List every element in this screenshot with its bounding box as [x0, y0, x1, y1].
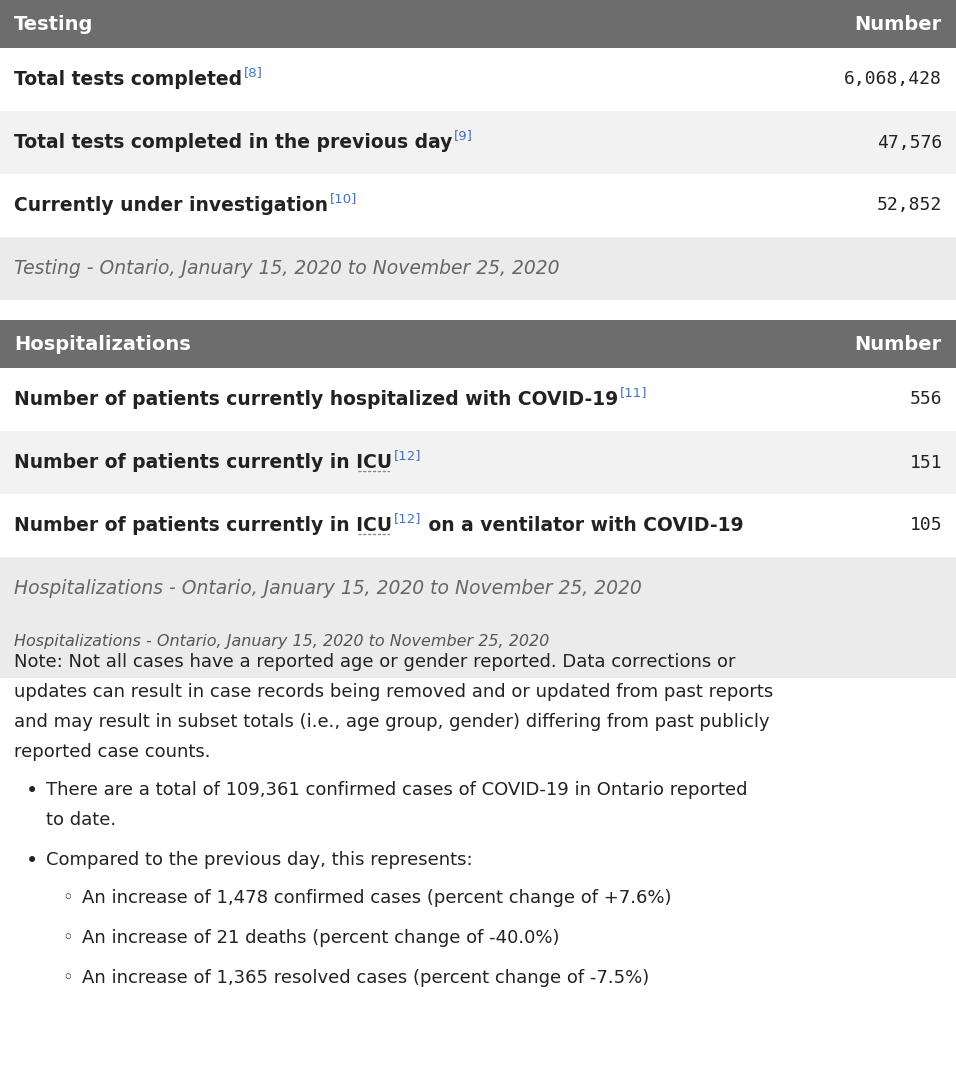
- Text: An increase of 1,478 confirmed cases (percent change of +7.6%): An increase of 1,478 confirmed cases (pe…: [82, 889, 671, 908]
- Text: Testing - Ontario, January 15, 2020 to November 25, 2020: Testing - Ontario, January 15, 2020 to N…: [14, 259, 559, 278]
- Text: Note: Not all cases have a reported age or gender reported. Data corrections or: Note: Not all cases have a reported age …: [14, 653, 735, 671]
- Bar: [0, 884, 956, 921]
- Text: [9]: [9]: [454, 129, 473, 142]
- Bar: [0, 0, 956, 48]
- Text: 47,576: 47,576: [877, 133, 942, 151]
- Text: An increase of 21 deaths (percent change of -40.0%): An increase of 21 deaths (percent change…: [82, 929, 559, 947]
- Bar: [0, 678, 956, 708]
- Bar: [0, 494, 956, 557]
- Text: An increase of 1,365 resolved cases (percent change of -7.5%): An increase of 1,365 resolved cases (per…: [82, 969, 649, 987]
- Text: Hospitalizations: Hospitalizations: [14, 334, 191, 353]
- Bar: [0, 111, 956, 174]
- Text: Total tests completed: Total tests completed: [14, 70, 242, 89]
- Bar: [0, 300, 956, 320]
- Text: Number: Number: [855, 15, 942, 33]
- Bar: [0, 924, 956, 962]
- Bar: [0, 237, 956, 300]
- Bar: [0, 174, 956, 237]
- Text: There are a total of 109,361 confirmed cases of COVID-19 in Ontario reported: There are a total of 109,361 confirmed c…: [46, 781, 748, 799]
- Bar: [0, 557, 956, 620]
- Bar: [0, 431, 956, 494]
- Bar: [0, 620, 956, 678]
- Text: [12]: [12]: [394, 449, 422, 462]
- Text: Number of patients currently in ICU: Number of patients currently in ICU: [14, 453, 392, 471]
- Text: ◦: ◦: [62, 889, 73, 908]
- Text: 6,068,428: 6,068,428: [844, 71, 942, 88]
- Text: [12]: [12]: [394, 512, 422, 525]
- Text: on a ventilator with COVID-19: on a ventilator with COVID-19: [422, 516, 743, 535]
- Bar: [0, 777, 956, 844]
- Text: updates can result in case records being removed and or updated from past report: updates can result in case records being…: [14, 683, 773, 701]
- Bar: [0, 964, 956, 1002]
- Text: Hospitalizations - Ontario, January 15, 2020 to November 25, 2020: Hospitalizations - Ontario, January 15, …: [14, 634, 550, 649]
- Text: Compared to the previous day, this represents:: Compared to the previous day, this repre…: [46, 851, 472, 869]
- Text: Total tests completed in the previous day: Total tests completed in the previous da…: [14, 133, 452, 153]
- Text: 556: 556: [909, 391, 942, 408]
- Text: ◦: ◦: [62, 929, 73, 947]
- Text: [11]: [11]: [620, 386, 648, 400]
- Text: Currently under investigation: Currently under investigation: [14, 195, 328, 215]
- Text: reported case counts.: reported case counts.: [14, 743, 210, 761]
- Text: 105: 105: [909, 517, 942, 535]
- Text: Testing: Testing: [14, 15, 94, 33]
- Text: and may result in subset totals (i.e., age group, gender) differing from past pu: and may result in subset totals (i.e., a…: [14, 713, 770, 731]
- Text: Number of patients currently hospitalized with COVID-19: Number of patients currently hospitalize…: [14, 390, 619, 409]
- Bar: [0, 48, 956, 111]
- Text: Number of patients currently in ICU: Number of patients currently in ICU: [14, 516, 392, 535]
- Bar: [0, 320, 956, 368]
- Text: •: •: [26, 781, 38, 801]
- Bar: [0, 846, 956, 882]
- Bar: [0, 368, 956, 431]
- Text: to date.: to date.: [46, 811, 116, 829]
- Bar: [0, 738, 956, 768]
- Text: [8]: [8]: [244, 66, 263, 79]
- Text: 52,852: 52,852: [877, 197, 942, 215]
- Bar: [0, 708, 956, 738]
- Text: [10]: [10]: [330, 192, 358, 205]
- Text: ◦: ◦: [62, 969, 73, 987]
- Text: 151: 151: [909, 453, 942, 471]
- Text: Number: Number: [855, 334, 942, 353]
- Text: Hospitalizations - Ontario, January 15, 2020 to November 25, 2020: Hospitalizations - Ontario, January 15, …: [14, 579, 641, 598]
- Text: •: •: [26, 851, 38, 871]
